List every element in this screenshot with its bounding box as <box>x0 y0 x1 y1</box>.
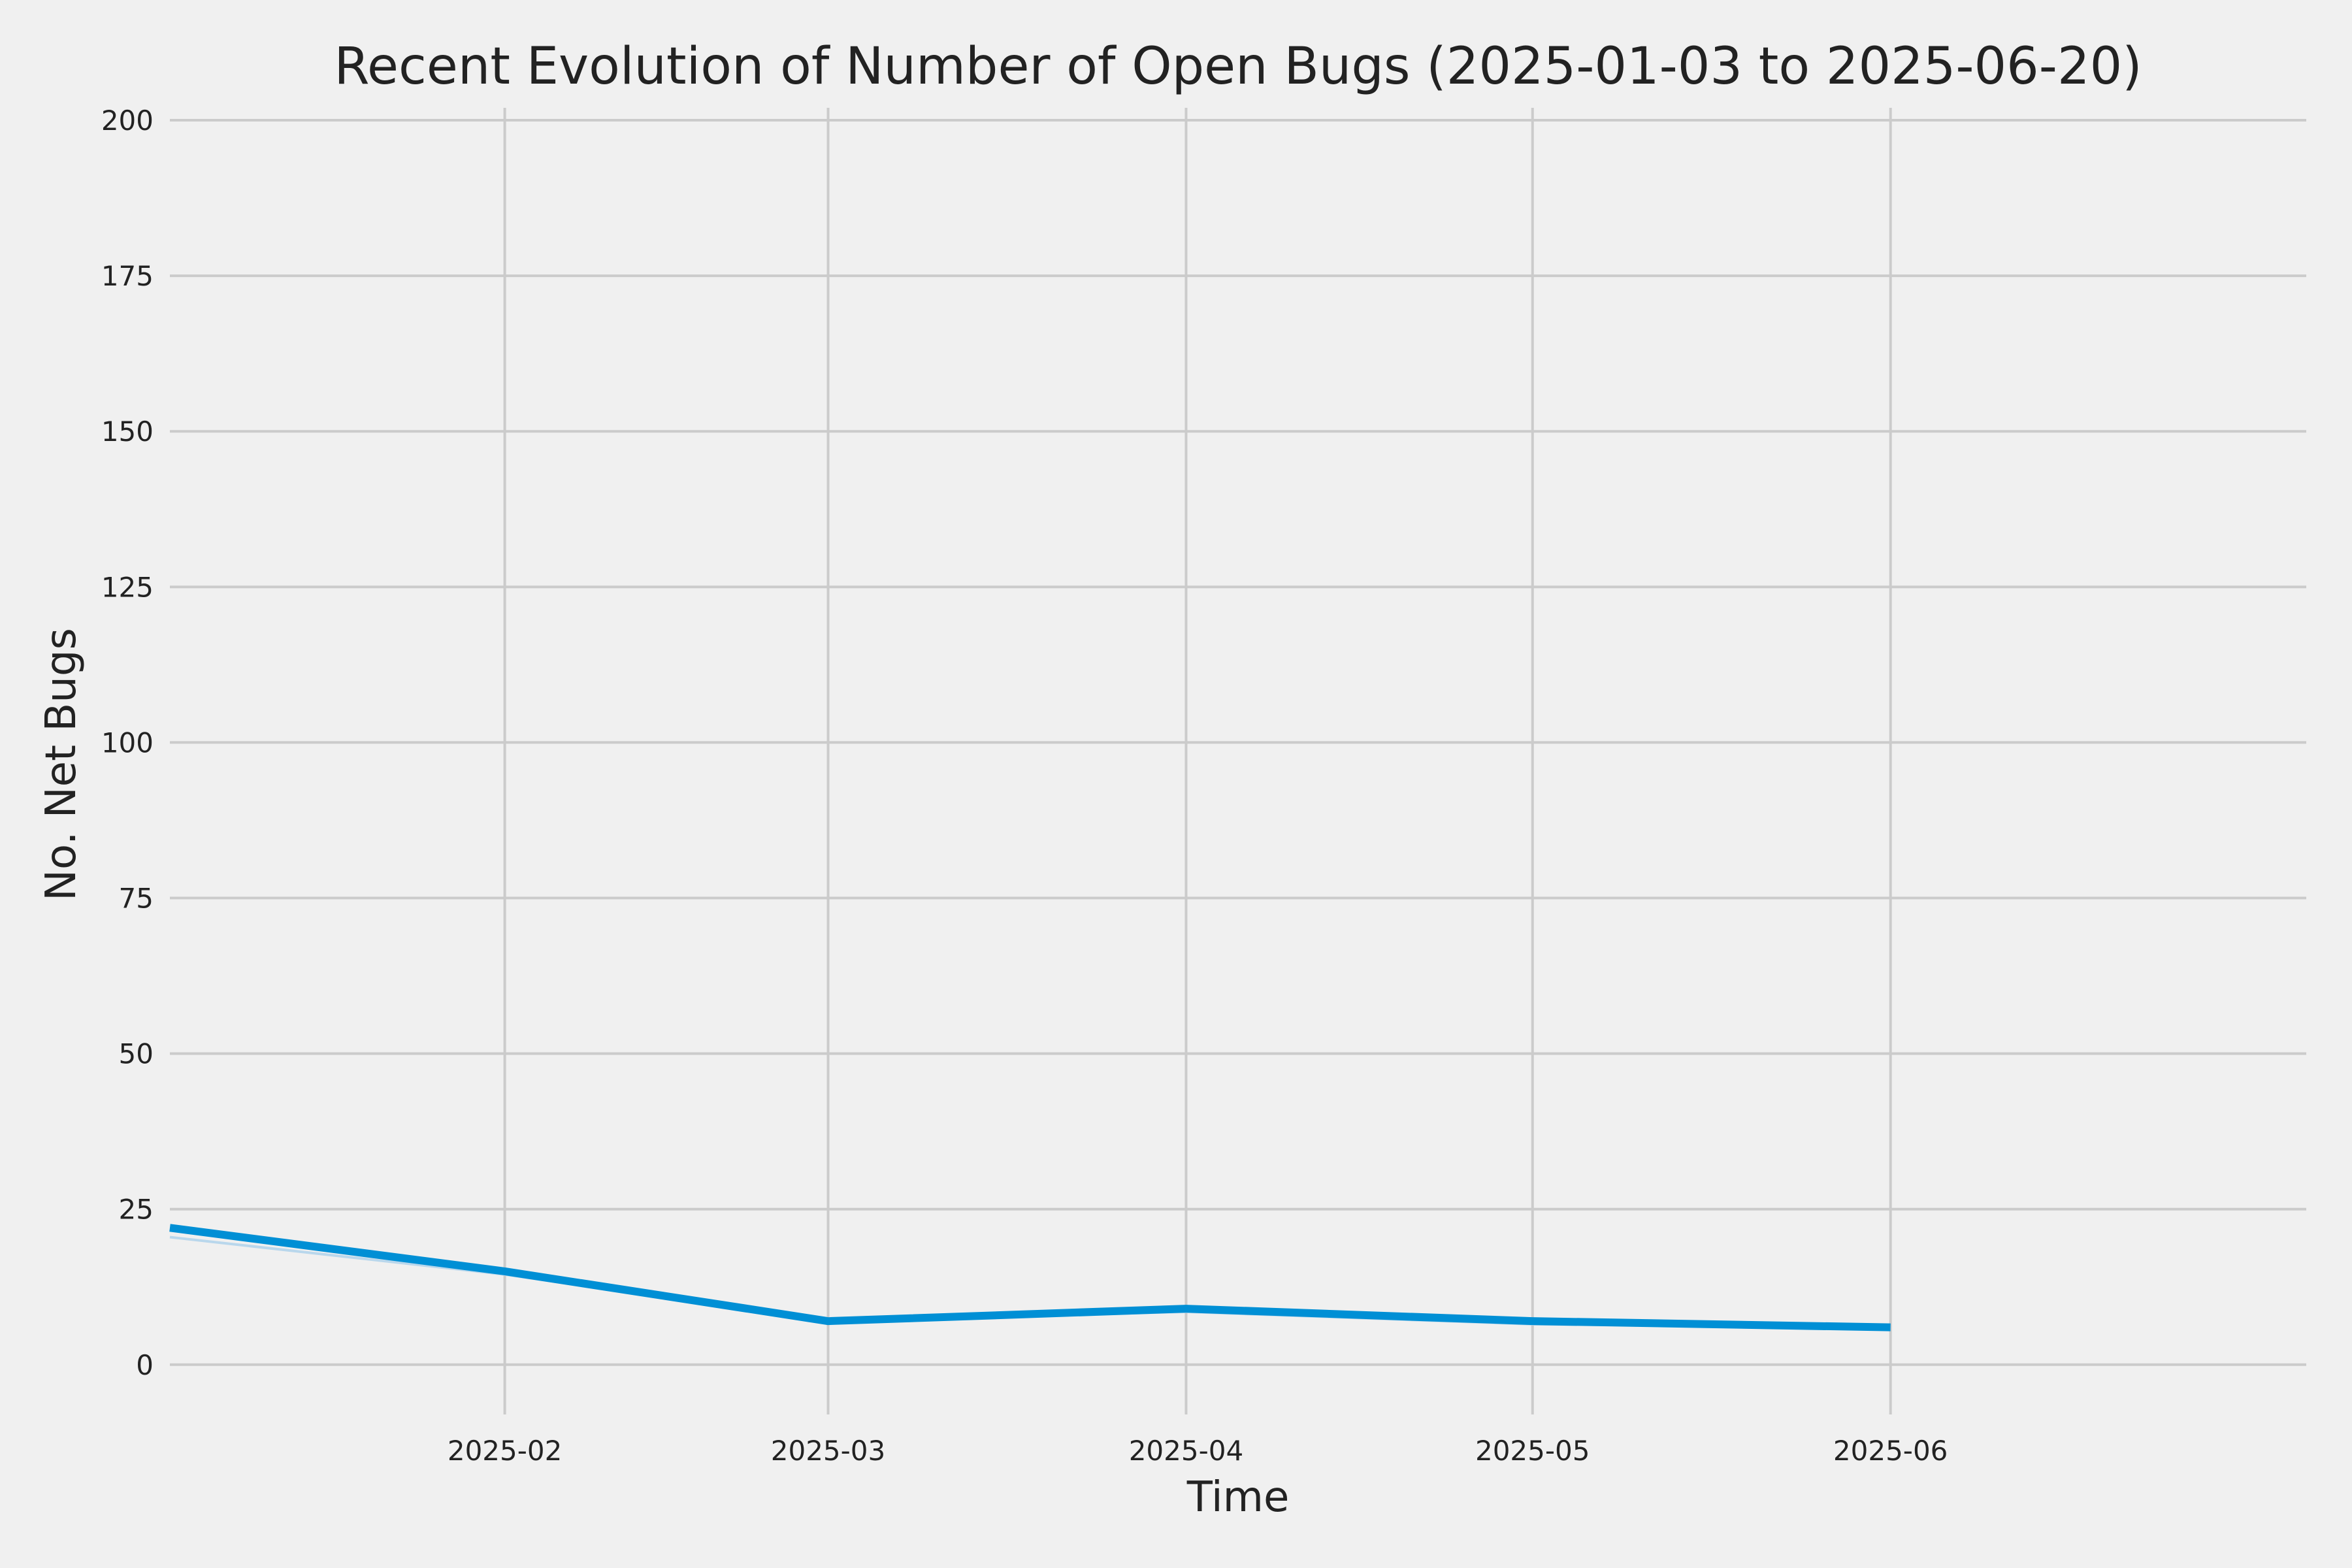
x-tick-label: 2025-02 <box>448 1435 563 1467</box>
x-tick-label: 2025-05 <box>1475 1435 1590 1467</box>
y-tick-label: 150 <box>101 416 154 448</box>
y-axis-label: No. Net Bugs <box>37 628 86 901</box>
y-tick-label: 75 <box>119 883 154 915</box>
chart-title: Recent Evolution of Number of Open Bugs … <box>334 37 2142 96</box>
y-tick-label: 200 <box>101 105 154 137</box>
series-line <box>169 1224 1891 1331</box>
x-tick-label: 2025-04 <box>1129 1435 1244 1467</box>
y-tick-label: 50 <box>119 1038 154 1070</box>
tick-labels: 0 25 50 75 100 125 150 175 200 2025-02 2025-03 2025… <box>101 105 1948 1467</box>
y-tick-label: 0 <box>136 1349 154 1381</box>
grid-lines <box>170 108 2306 1414</box>
y-tick-label: 100 <box>101 727 154 759</box>
y-tick-label: 25 <box>119 1194 154 1226</box>
series-layer <box>169 1224 1891 1331</box>
y-tick-label: 175 <box>101 260 154 292</box>
x-axis-label: Time <box>1186 1473 1290 1522</box>
y-tick-label: 125 <box>101 571 154 603</box>
x-tick-label: 2025-06 <box>1833 1435 1948 1467</box>
x-tick-label: 2025-03 <box>771 1435 886 1467</box>
